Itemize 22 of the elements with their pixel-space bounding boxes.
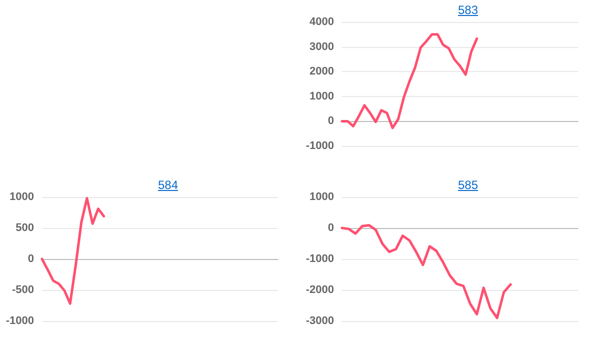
y-tick-label: 0 (28, 253, 34, 265)
chart-title: 584 (158, 178, 178, 192)
y-tick-label: 1000 (310, 191, 334, 203)
y-tick-label: 0 (328, 222, 334, 234)
y-tick-label: 3000 (310, 40, 334, 53)
y-tick-label: -1000 (6, 315, 34, 327)
y-tick-label: -1000 (306, 253, 334, 265)
y-tick-label: 500 (16, 222, 34, 234)
y-tick-label: 0 (328, 115, 334, 128)
line-series (340, 224, 512, 320)
line-series (40, 196, 106, 305)
y-tick-label: -1000 (306, 140, 334, 152)
chart-title: 585 (458, 178, 478, 192)
y-tick-label: -3000 (306, 315, 334, 327)
y-tick-label: -2000 (306, 284, 334, 296)
y-tick-label: 4000 (310, 16, 334, 28)
y-tick-label: 2000 (310, 66, 334, 78)
y-tick-label: 1000 (310, 90, 334, 102)
line-series (340, 33, 478, 130)
chart-title: 583 (458, 3, 478, 17)
y-tick-label: 1000 (10, 191, 34, 203)
y-tick-label: -500 (12, 284, 34, 296)
